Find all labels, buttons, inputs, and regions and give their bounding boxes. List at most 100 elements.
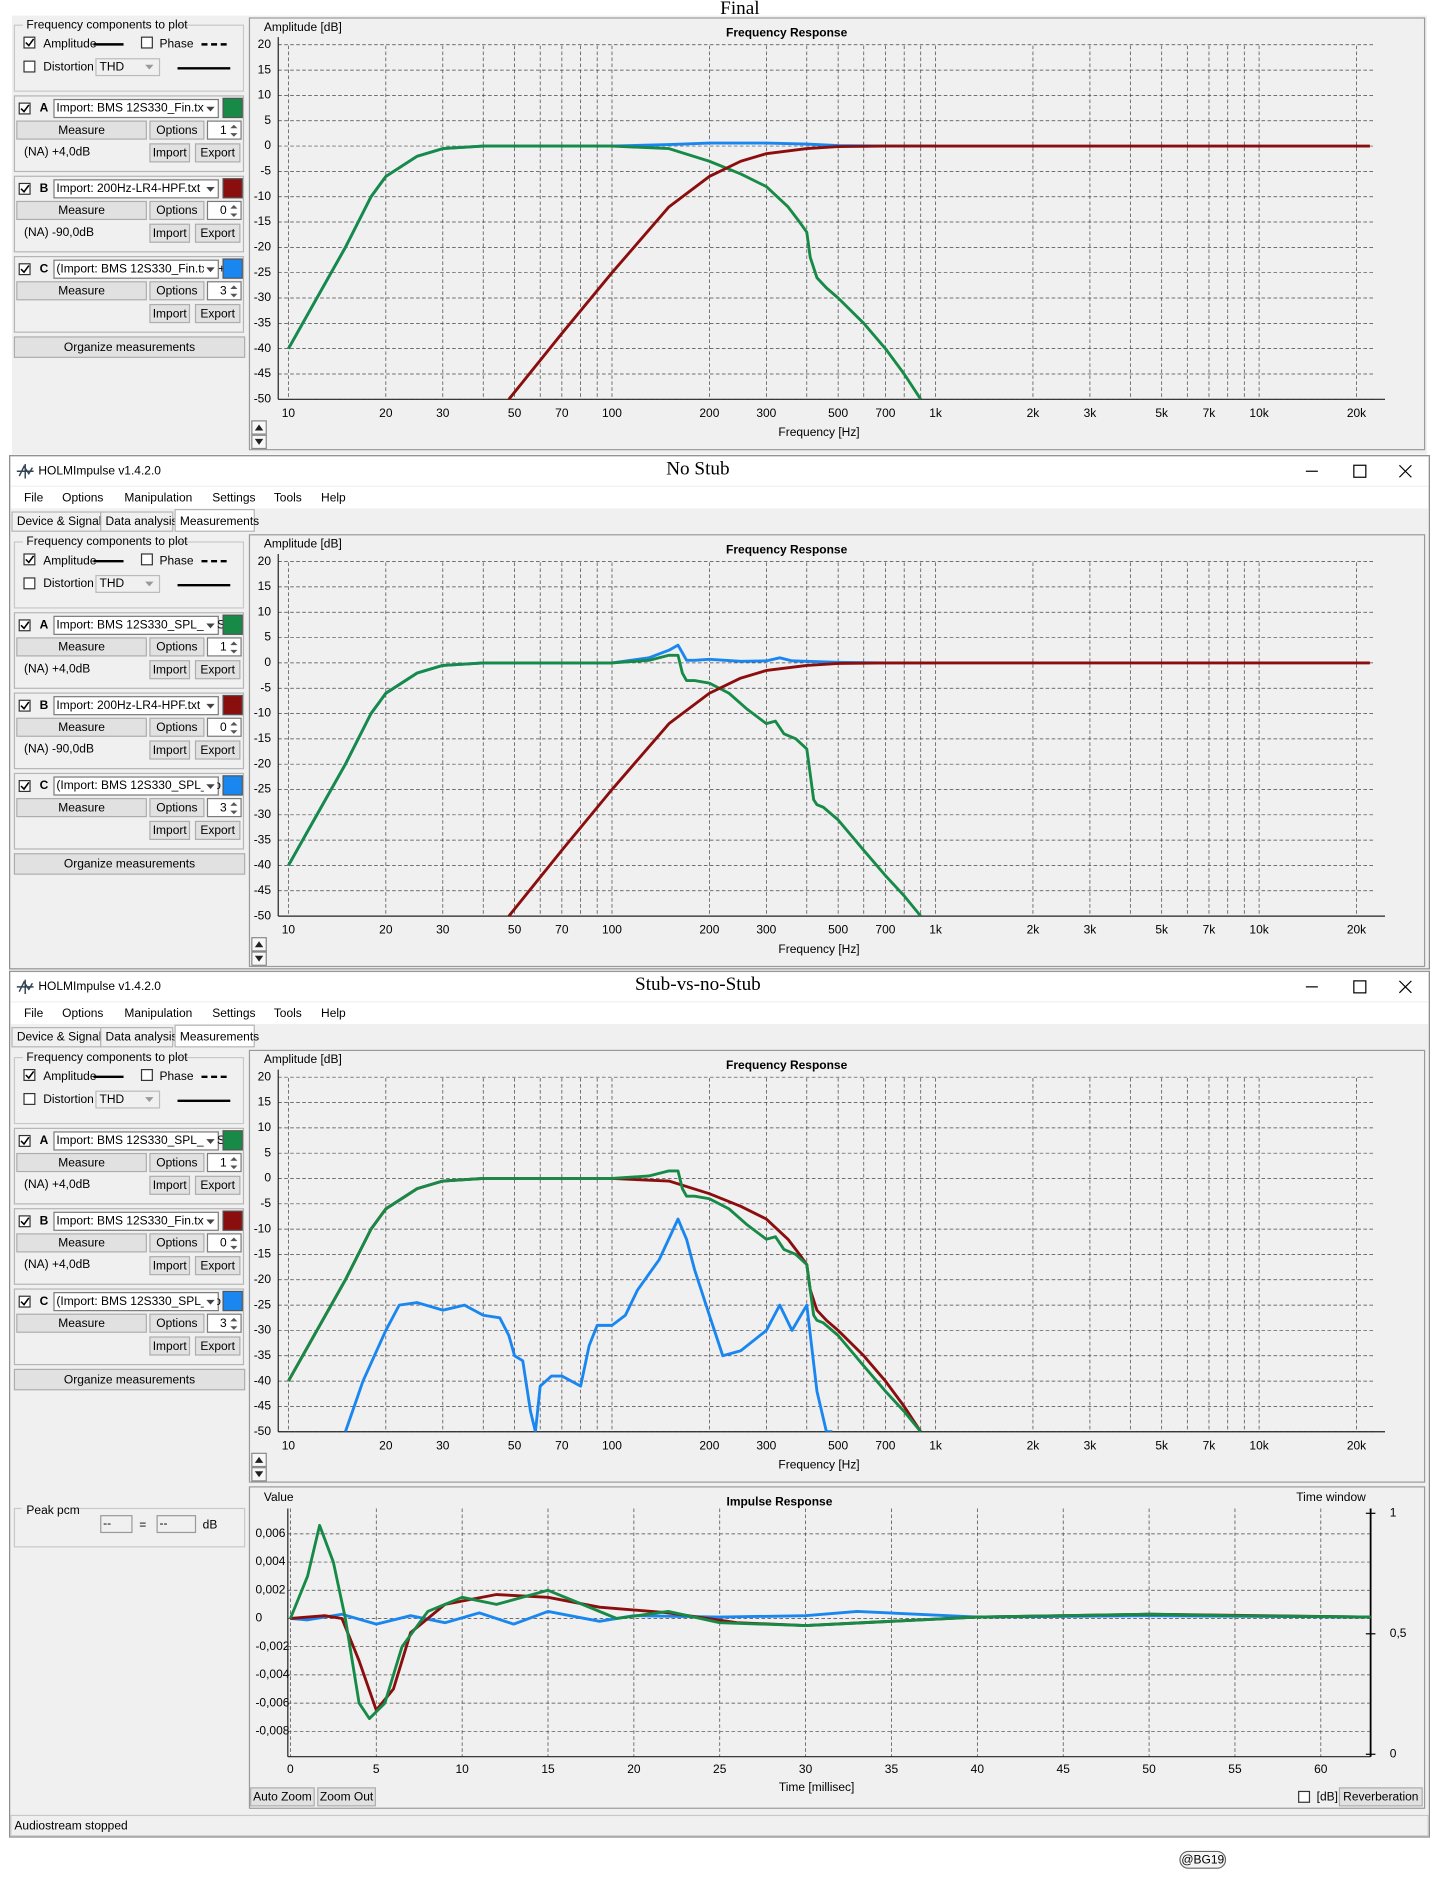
file-combo[interactable] (53, 615, 219, 635)
menu-item[interactable]: File (24, 1006, 44, 1020)
export-button[interactable] (194, 660, 241, 680)
options-button[interactable] (149, 281, 205, 301)
tab-label[interactable]: Device & Signal (17, 1029, 102, 1043)
measure-button[interactable] (16, 200, 147, 221)
import-button[interactable] (149, 1175, 191, 1195)
reverberation-button-label[interactable]: Reverberation (1343, 1790, 1418, 1804)
export-button-label[interactable]: Export (200, 823, 235, 837)
amplitude-label[interactable]: Amplitude (43, 553, 97, 567)
thd-combo[interactable] (95, 58, 161, 77)
tab-label[interactable]: Measurements (180, 514, 259, 528)
tab-label[interactable]: Data analysis (106, 514, 178, 528)
checkbox[interactable] (23, 1069, 36, 1081)
options-button[interactable] (149, 798, 205, 818)
import-button[interactable] (149, 1336, 191, 1356)
options-button-label[interactable]: Options (156, 640, 197, 654)
chart-button-label[interactable]: Zoom Out (320, 1790, 374, 1804)
tab-label[interactable]: Device & Signal (17, 514, 102, 528)
options-button[interactable] (149, 637, 205, 657)
measure-button[interactable] (16, 120, 147, 140)
distortion-label[interactable]: Distortion (43, 59, 94, 73)
checkbox[interactable] (23, 60, 36, 73)
checkbox[interactable] (18, 182, 31, 195)
distortion-label[interactable]: Distortion (43, 576, 94, 590)
organize-button[interactable] (13, 1368, 246, 1391)
import-button-label[interactable]: Import (153, 662, 188, 676)
checkbox[interactable] (18, 780, 31, 793)
maximize-icon[interactable] (1353, 980, 1367, 994)
export-button[interactable] (194, 303, 241, 324)
checkbox[interactable] (18, 263, 31, 276)
export-button-label[interactable]: Export (200, 743, 235, 757)
import-button[interactable] (149, 740, 191, 760)
organize-button[interactable] (13, 853, 246, 875)
import-button-label[interactable]: Import (153, 743, 188, 757)
export-button[interactable] (194, 740, 241, 760)
options-button-label[interactable]: Options (156, 1316, 197, 1330)
menu-item[interactable]: Tools (274, 490, 302, 504)
checkbox[interactable] (140, 553, 153, 566)
export-button[interactable] (194, 223, 241, 243)
export-button-label[interactable]: Export (200, 1178, 235, 1192)
menu-item[interactable]: File (24, 490, 44, 504)
file-combo[interactable] (53, 696, 219, 716)
import-button[interactable] (149, 1256, 191, 1276)
measurement-color[interactable] (222, 694, 243, 716)
phase-label[interactable]: Phase (160, 553, 194, 567)
options-button[interactable] (149, 1233, 205, 1253)
export-button-label[interactable]: Export (200, 1258, 235, 1272)
options-button[interactable] (149, 1313, 205, 1333)
measure-button-label[interactable]: Measure (58, 1155, 105, 1169)
chart-button-label[interactable]: Auto Zoom (253, 1790, 312, 1804)
db-toggle-label[interactable]: [dB] (1317, 1790, 1338, 1804)
chart-button[interactable] (317, 1787, 376, 1807)
checkbox[interactable] (18, 699, 31, 712)
checkbox[interactable] (23, 577, 36, 590)
options-button-label[interactable]: Options (156, 1236, 197, 1250)
file-combo[interactable] (53, 98, 219, 119)
measure-button-label[interactable]: Measure (58, 720, 105, 734)
reverberation-button[interactable] (1338, 1787, 1423, 1807)
import-button-label[interactable]: Import (153, 1339, 188, 1353)
export-button[interactable] (194, 143, 241, 163)
export-button-label[interactable]: Export (200, 1339, 235, 1353)
tab[interactable] (100, 1027, 174, 1048)
measure-button[interactable] (16, 1313, 147, 1333)
measure-button[interactable] (16, 717, 147, 737)
measure-button[interactable] (16, 1152, 147, 1173)
measure-button[interactable] (16, 1233, 147, 1253)
measure-button-label[interactable]: Measure (58, 203, 105, 217)
checkbox[interactable] (140, 1069, 153, 1081)
import-button-label[interactable]: Import (153, 146, 188, 160)
import-button[interactable] (149, 303, 191, 324)
measure-button-label[interactable]: Measure (58, 640, 105, 654)
options-button-label[interactable]: Options (156, 800, 197, 814)
phase-label[interactable]: Phase (160, 1069, 194, 1083)
close-icon[interactable] (1398, 464, 1412, 478)
import-button[interactable] (149, 660, 191, 680)
export-button-label[interactable]: Export (200, 226, 235, 240)
checkbox[interactable] (1298, 1790, 1311, 1803)
tab-label[interactable]: Measurements (180, 1029, 259, 1043)
thd-combo[interactable] (95, 1090, 161, 1109)
import-button-label[interactable]: Import (153, 823, 188, 837)
import-button-label[interactable]: Import (153, 306, 188, 320)
options-button-label[interactable]: Options (156, 203, 197, 217)
checkbox[interactable] (140, 36, 153, 49)
menu-item[interactable]: Settings (212, 490, 255, 504)
tab[interactable] (100, 511, 174, 532)
import-button-label[interactable]: Import (153, 1178, 188, 1192)
menu-item[interactable]: Manipulation (124, 1006, 192, 1020)
tab-label[interactable]: Data analysis (106, 1029, 178, 1043)
measurement-color[interactable] (222, 258, 243, 279)
import-button[interactable] (149, 143, 191, 163)
checkbox[interactable] (18, 1134, 31, 1147)
maximize-icon[interactable] (1353, 464, 1367, 478)
measurement-color[interactable] (222, 1130, 243, 1151)
options-button[interactable] (149, 200, 205, 221)
measurement-color[interactable] (222, 775, 243, 796)
chart-button[interactable] (250, 1787, 315, 1807)
checkbox[interactable] (23, 36, 36, 49)
measurement-color[interactable] (222, 97, 243, 119)
measure-button[interactable] (16, 798, 147, 818)
